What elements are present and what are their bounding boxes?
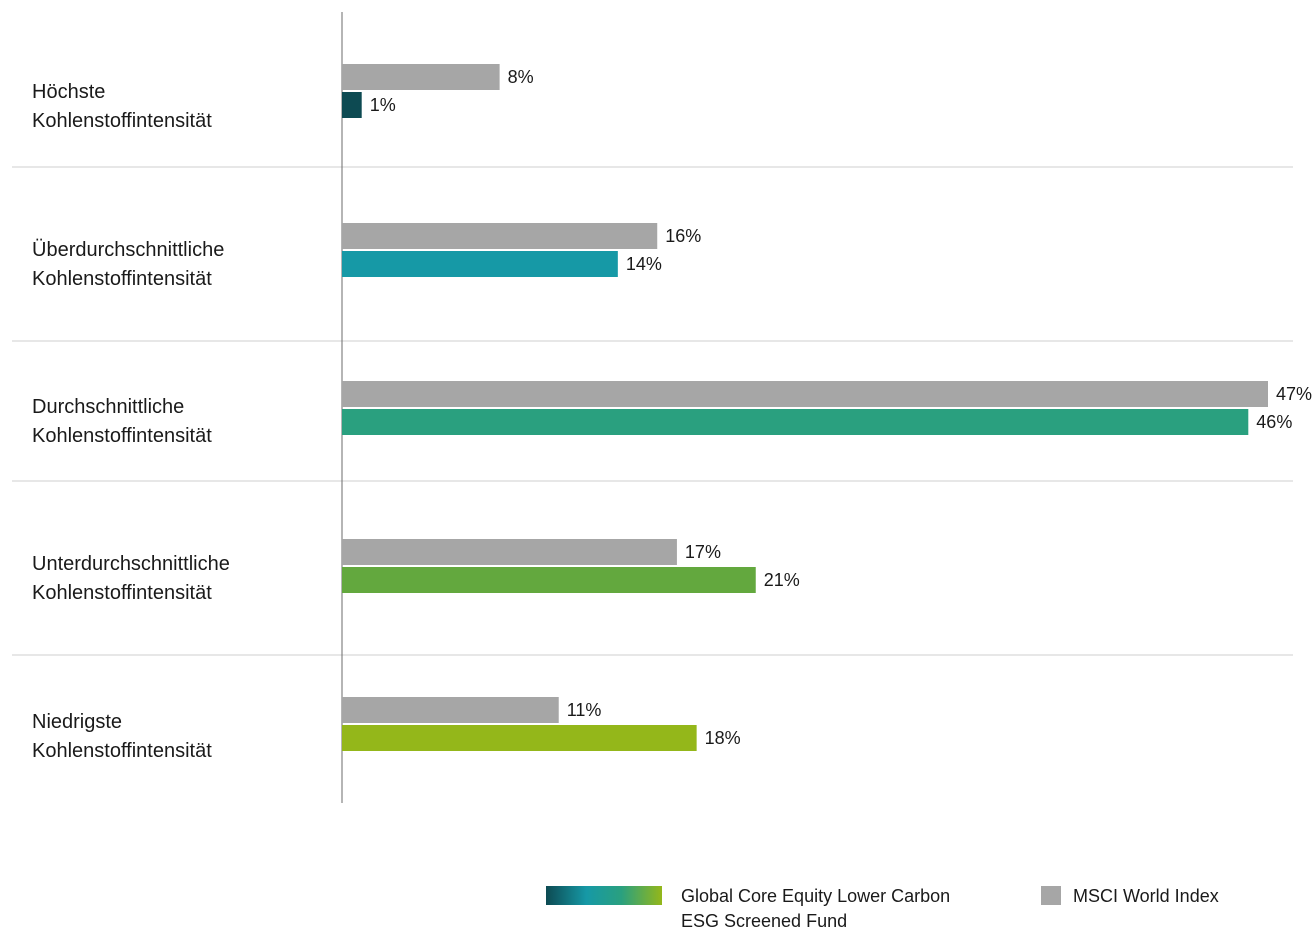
bar-msci-2 (342, 223, 658, 249)
bar-msci-3 (342, 381, 1268, 407)
data-label-msci-5: 11% (567, 700, 602, 720)
category-label-3: Durchschnittliche Kohlenstoffintensität (32, 396, 212, 447)
data-label-fund-4: 21% (764, 570, 800, 590)
legend-item-fund: Global Core Equity Lower Carbon ESG Scre… (546, 884, 1041, 934)
bar-msci-5 (342, 697, 559, 723)
data-label-fund-3: 46% (1256, 412, 1292, 432)
category-label-1: Höchste Kohlenstoffintensität (32, 81, 212, 132)
bar-msci-1 (342, 64, 500, 90)
data-label-msci-2: 16% (665, 226, 701, 246)
category-label-5: Niedrigste Kohlenstoffintensität (32, 711, 212, 762)
legend-swatch-index (1041, 886, 1061, 905)
data-label-msci-1: 8% (508, 67, 534, 87)
category-label-2: Überdurchschnittliche Kohlenstoffintensit… (32, 239, 224, 290)
legend-item-index: MSCI World Index (1041, 884, 1219, 909)
bar-fund-2 (342, 251, 618, 277)
data-label-msci-3: 47% (1276, 384, 1312, 404)
bar-fund-4 (342, 567, 756, 593)
legend-swatch-fund (546, 886, 662, 905)
legend-label-index: MSCI World Index (1073, 886, 1219, 906)
data-label-fund-5: 18% (705, 728, 741, 748)
bar-msci-4 (342, 539, 677, 565)
bar-fund-5 (342, 725, 697, 751)
data-label-fund-2: 14% (626, 254, 662, 274)
data-label-msci-4: 17% (685, 542, 721, 562)
category-label-4: Unterdurchschnittliche Kohlenstoffintensi… (32, 553, 230, 604)
bar-chart: Höchste Kohlenstoffintensität 8% 1% Überdurc… (12, 12, 1312, 803)
legend: Global Core Equity Lower Carbon ESG Scre… (546, 884, 1219, 934)
bar-fund-1 (342, 92, 362, 118)
data-label-fund-1: 1% (370, 95, 396, 115)
legend-label-fund: Global Core Equity Lower Carbon ESG Scre… (681, 886, 951, 931)
bar-fund-3 (342, 409, 1249, 435)
